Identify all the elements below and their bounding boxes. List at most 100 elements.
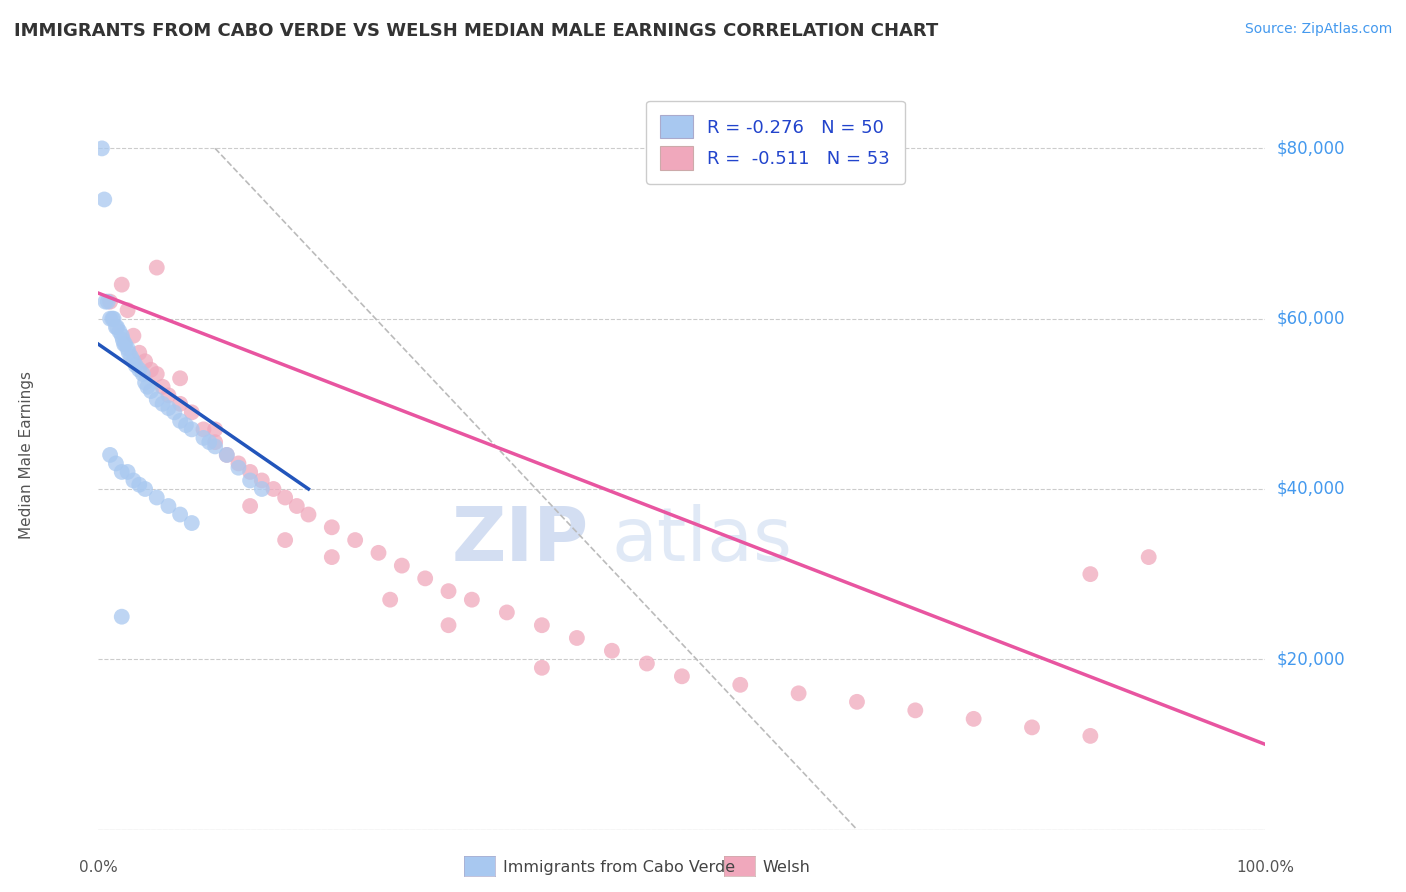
Point [94, 294, 117, 309]
Text: $20,000: $20,000 [1277, 650, 1346, 668]
Point [204, 435, 226, 450]
Point [239, 465, 262, 479]
Point [163, 405, 186, 419]
Point [98, 448, 121, 462]
Text: 0.0%: 0.0% [79, 860, 118, 875]
Point [114, 337, 136, 351]
Point [671, 669, 693, 683]
Point [157, 388, 180, 402]
Point [128, 363, 150, 377]
Point [437, 584, 460, 599]
Point [297, 508, 319, 522]
Point [90, 141, 112, 155]
Point [413, 571, 436, 585]
Text: $80,000: $80,000 [1277, 139, 1346, 157]
Point [152, 380, 174, 394]
Point [136, 380, 159, 394]
Point [139, 363, 162, 377]
Text: Source: ZipAtlas.com: Source: ZipAtlas.com [1244, 22, 1392, 37]
Point [215, 448, 238, 462]
Point [122, 354, 145, 368]
Point [101, 311, 124, 326]
Point [285, 499, 308, 513]
Point [132, 367, 155, 381]
Point [530, 661, 553, 675]
Point [146, 491, 169, 505]
Point [274, 491, 297, 505]
Point [169, 414, 191, 428]
Text: Immigrants from Cabo Verde: Immigrants from Cabo Verde [503, 860, 735, 874]
Point [111, 328, 134, 343]
Point [565, 631, 588, 645]
Point [108, 325, 131, 339]
Point [250, 474, 273, 488]
Point [111, 465, 134, 479]
Point [193, 431, 215, 445]
Point [530, 618, 553, 632]
Point [239, 474, 262, 488]
Text: $40,000: $40,000 [1277, 480, 1346, 498]
Point [600, 644, 623, 658]
Point [169, 508, 191, 522]
Point [122, 474, 145, 488]
Point [104, 320, 127, 334]
Point [111, 277, 134, 292]
Point [157, 499, 180, 513]
Point [169, 371, 191, 385]
Point [274, 533, 297, 547]
Point [117, 342, 139, 356]
Point [367, 546, 389, 560]
Point [904, 703, 927, 717]
Point [204, 422, 226, 436]
Legend: R = -0.276   N = 50, R =  -0.511   N = 53: R = -0.276 N = 50, R = -0.511 N = 53 [645, 101, 904, 184]
Point [122, 328, 145, 343]
Point [134, 354, 156, 368]
Point [730, 678, 752, 692]
Point [228, 460, 250, 475]
Point [111, 609, 134, 624]
Point [98, 294, 121, 309]
Point [117, 303, 139, 318]
Point [118, 345, 141, 359]
Text: 100.0%: 100.0% [1236, 860, 1295, 875]
Point [437, 618, 460, 632]
Point [250, 482, 273, 496]
Point [139, 384, 162, 398]
Point [461, 592, 484, 607]
Point [321, 520, 343, 534]
Point [239, 499, 262, 513]
Point [1080, 567, 1102, 582]
Point [321, 550, 343, 565]
Point [215, 448, 238, 462]
Point [146, 392, 169, 407]
Point [117, 465, 139, 479]
Point [262, 482, 284, 496]
Point [204, 439, 226, 453]
Point [180, 516, 202, 530]
Point [146, 367, 169, 381]
Point [1137, 550, 1160, 565]
Point [134, 376, 156, 390]
Point [198, 435, 221, 450]
Point [146, 260, 169, 275]
Point [1080, 729, 1102, 743]
Point [228, 457, 250, 471]
Point [962, 712, 984, 726]
Text: atlas: atlas [612, 504, 793, 576]
Point [496, 606, 519, 620]
Text: Welsh: Welsh [762, 860, 810, 874]
Point [98, 311, 121, 326]
Point [380, 592, 402, 607]
Point [103, 311, 125, 326]
Point [93, 193, 115, 207]
Point [104, 457, 127, 471]
Point [128, 477, 150, 491]
Point [128, 345, 150, 359]
Point [193, 422, 215, 436]
Point [787, 686, 810, 700]
Point [105, 320, 128, 334]
Point [152, 397, 174, 411]
Point [636, 657, 658, 671]
Text: Median Male Earnings: Median Male Earnings [18, 371, 34, 539]
Text: ZIP: ZIP [451, 504, 589, 576]
